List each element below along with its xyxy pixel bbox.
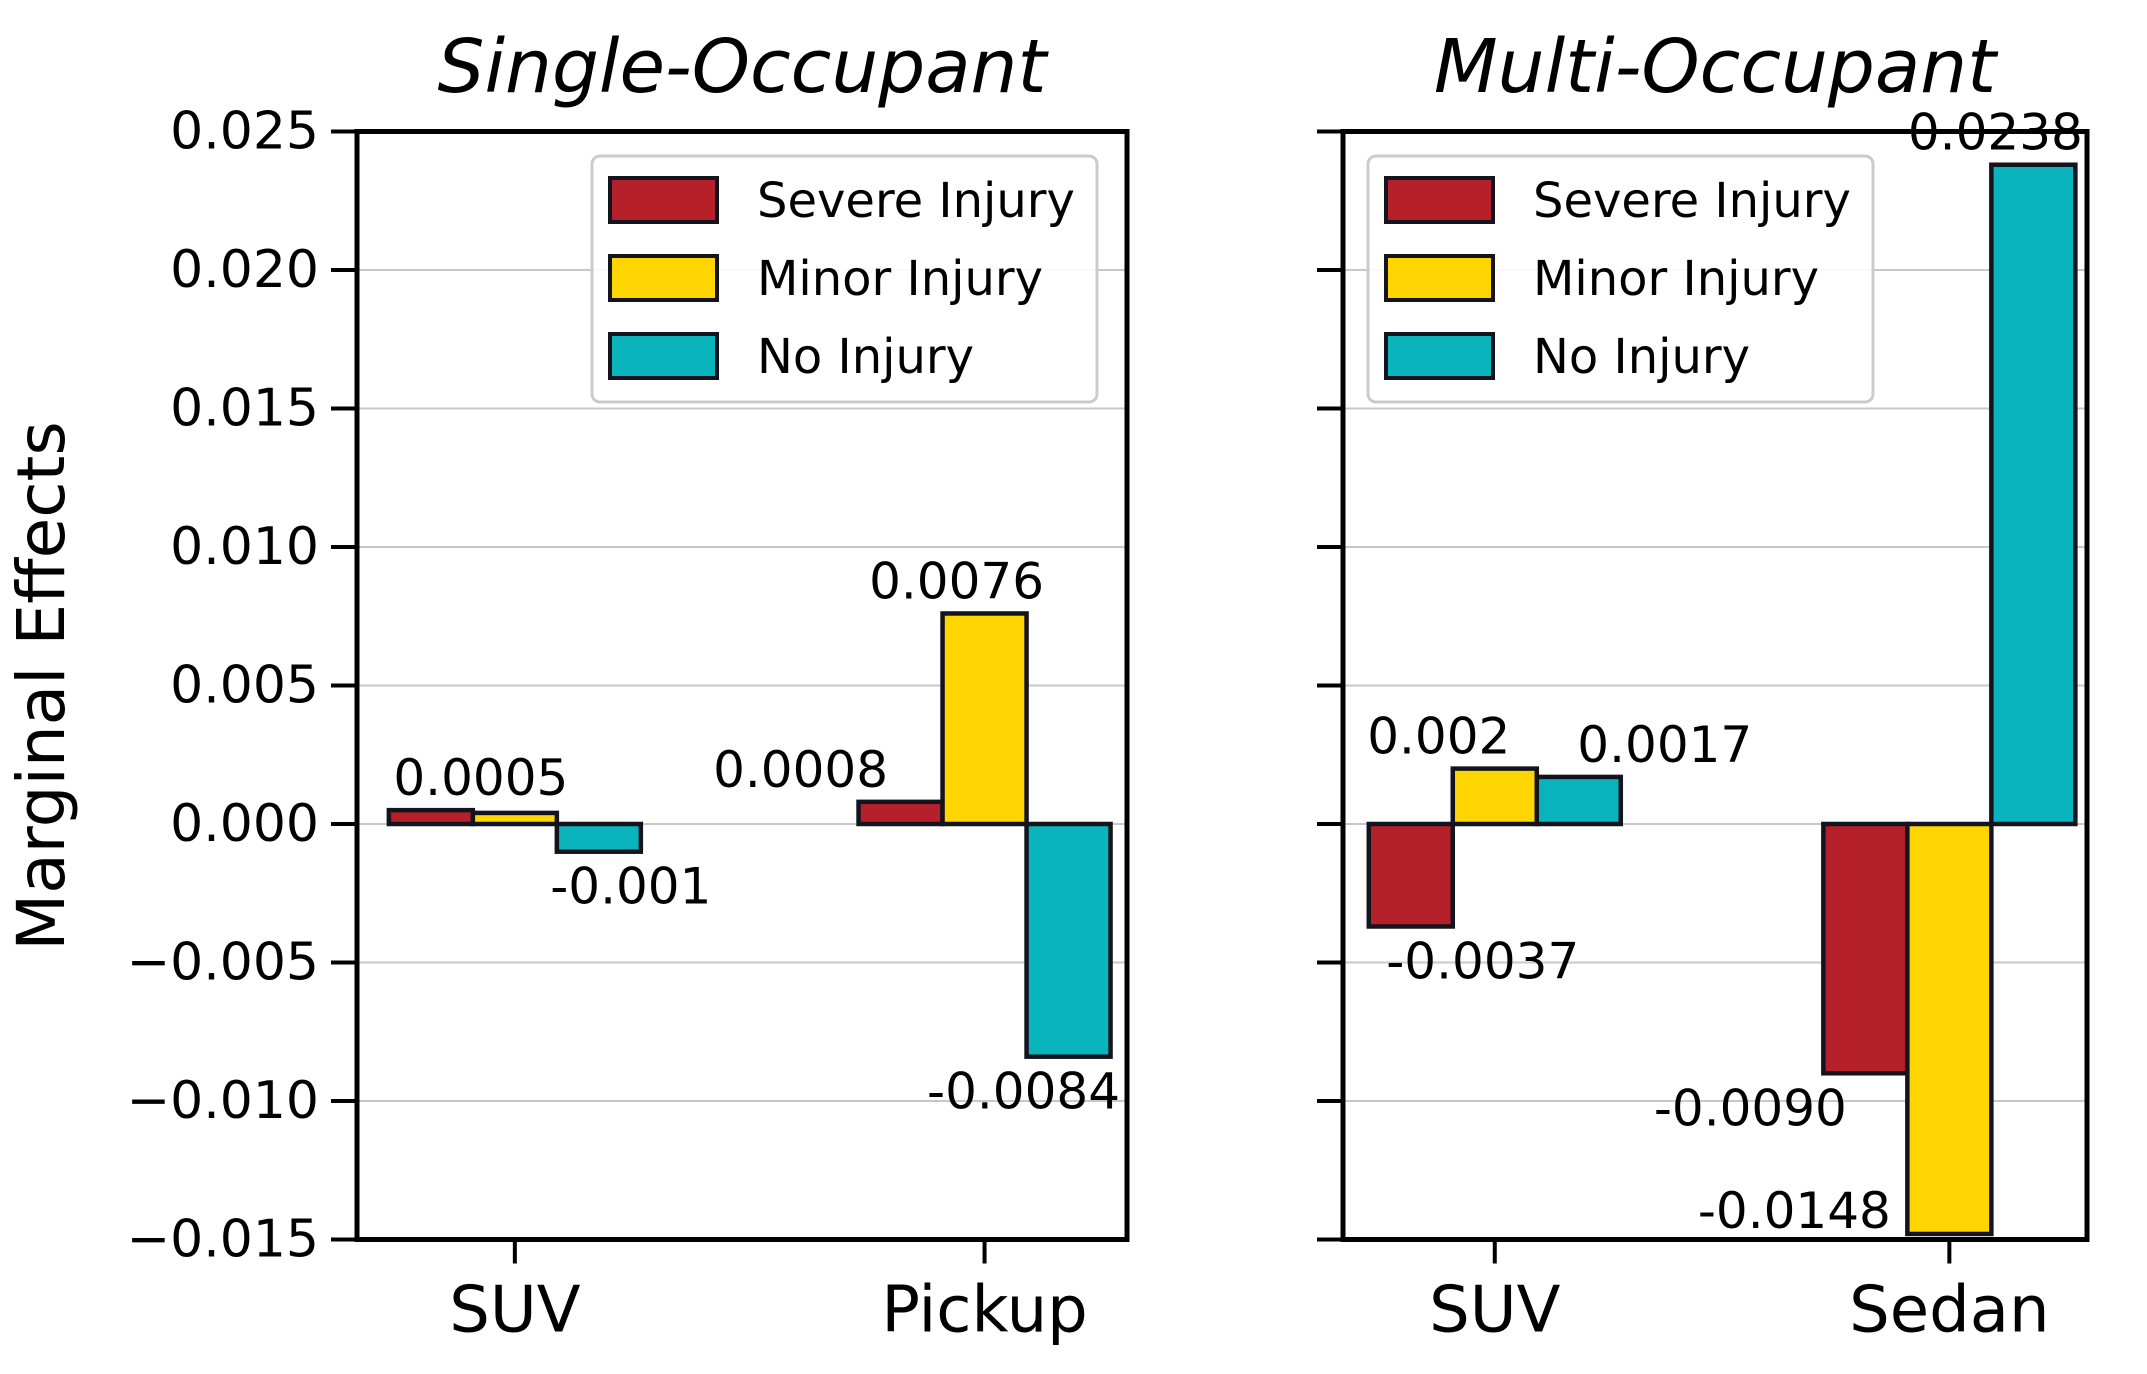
bar-suv-minor-injury (470, 810, 560, 827)
bar-suv-no-injury (554, 821, 644, 854)
y-tick-label: 0.025 (170, 102, 319, 162)
legend-label: Severe Injury (1533, 173, 1851, 229)
bar-pickup-minor-injury (940, 611, 1029, 827)
x-tick-label-suv: SUV (449, 1274, 580, 1348)
legend-label: Severe Injury (757, 173, 1075, 229)
minor-injury-swatch (608, 254, 719, 302)
bar-value-label: -0.0037 (1386, 932, 1579, 990)
bar-sedan-severe-injury (1821, 821, 1910, 1076)
bar-suv-severe-injury (386, 807, 476, 827)
bar-value-label: 0.0076 (869, 552, 1044, 610)
x-tick-label-pickup: Pickup (881, 1274, 1087, 1348)
severe-injury-swatch (608, 176, 719, 224)
legend-label: Minor Injury (757, 251, 1043, 307)
subplot-title-multi: Multi-Occupant (1434, 24, 1999, 110)
no-injury-swatch (608, 332, 719, 380)
legend-multi: Severe Injury Minor Injury No Injury (1366, 154, 1875, 404)
bar-suv-no-injury (1534, 774, 1624, 827)
bar-sedan-no-injury (1989, 162, 2078, 827)
x-tick-label-sedan: Sedan (1849, 1274, 2049, 1348)
bar-value-label: -0.0084 (927, 1063, 1120, 1121)
bar-suv-severe-injury (1366, 821, 1456, 929)
y-tick-label: 0.010 (170, 517, 319, 577)
y-tick-label: −0.010 (127, 1071, 319, 1131)
bar-value-label: 0.002 (1367, 708, 1510, 766)
legend-label: No Injury (1533, 329, 1750, 385)
bar-pickup-severe-injury (856, 799, 945, 827)
bar-value-label: -0.0148 (1698, 1182, 1891, 1240)
minor-injury-swatch (1384, 254, 1495, 302)
y-tick-label: −0.015 (127, 1210, 319, 1270)
no-injury-swatch (1384, 332, 1495, 380)
y-axis-label: Marginal Effects (3, 421, 80, 951)
subplot-single: 0.0005 0.0008 0.0076 -0.001 -0.0084 0.025 0.02… (127, 24, 1130, 1348)
y-tick-label: 0.015 (170, 379, 319, 439)
legend-label: No Injury (757, 329, 974, 385)
bar-value-label: 0.0005 (393, 749, 568, 807)
bar-sedan-minor-injury (1905, 821, 1994, 1237)
y-tick-label: 0.020 (170, 240, 319, 300)
bar-value-label: -0.0090 (1654, 1079, 1847, 1137)
bar-value-label: 0.0017 (1577, 716, 1752, 774)
x-tick-label-suv: SUV (1429, 1274, 1560, 1348)
bar-pickup-no-injury (1024, 821, 1113, 1059)
legend-label: Minor Injury (1533, 251, 1819, 307)
bar-value-label: 0.0008 (713, 741, 888, 799)
y-tick-label: −0.005 (127, 933, 319, 993)
y-tick-label: 0.000 (170, 794, 319, 854)
subplot-title-single: Single-Occupant (438, 24, 1050, 110)
legend-single: Severe Injury Minor Injury No Injury (590, 154, 1099, 404)
severe-injury-swatch (1384, 176, 1495, 224)
bar-suv-minor-injury (1450, 766, 1540, 827)
y-tick-label: 0.005 (170, 656, 319, 716)
bar-value-label: -0.001 (550, 858, 711, 916)
subplot-multi: -0.0037-0.00900.002-0.01480.00170.0238SU… (1317, 24, 2090, 1348)
